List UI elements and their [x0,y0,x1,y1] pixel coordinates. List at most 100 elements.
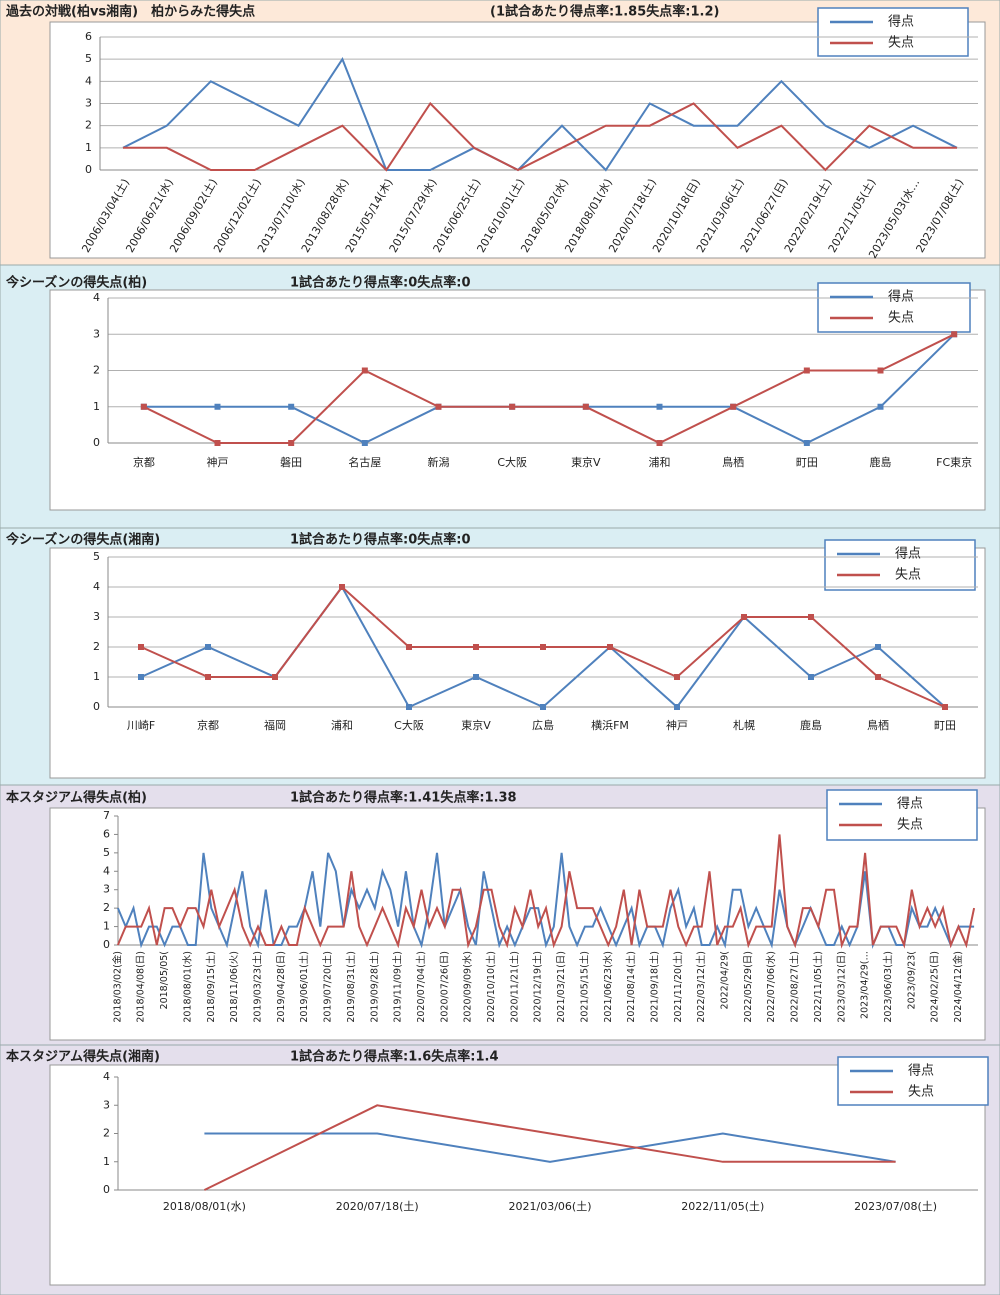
x-tick-label: 2020/07/18(土) [336,1200,419,1213]
x-tick-label: 2018/04/08(日) [136,951,147,1023]
x-tick-label: 2022/11/05(土) [812,951,824,1023]
series-line [123,101,957,172]
legend-label: 得点 [897,796,923,812]
x-tick-label: 2018/11/06(火) [229,951,240,1023]
x-tick-label: 2022/05/29(日) [743,951,754,1023]
chart-title: 本スタジアム得失点(湘南) [6,1049,160,1065]
x-tick-label: 京都 [133,455,155,469]
point-marker [361,367,368,374]
point-marker [138,674,144,680]
legend-label: 得点 [895,546,921,562]
point-marker [951,331,958,338]
y-tick-label: 4 [103,864,110,877]
x-tick-label: 川崎F [127,718,155,732]
legend-label: 失点 [895,568,921,583]
point-marker [808,614,814,620]
point-marker [272,674,278,680]
x-tick-label: 2018/08/01(水) [163,1200,246,1213]
x-tick-label: 2019/04/28(日) [276,951,287,1023]
point-marker [339,584,345,590]
x-tick-label: 2023/07/08(土) [854,1200,937,1213]
chart-title: 今シーズンの得失点(湘南) [5,532,160,548]
y-tick-label: 5 [85,52,92,65]
chart-frame [49,21,986,259]
y-tick-label: 3 [93,610,100,623]
x-tick-label: 東京V [461,718,491,732]
x-tick-label: 広島 [532,718,554,732]
x-tick-label: C大阪 [497,455,527,469]
x-tick-label: 鹿島 [870,455,892,469]
point-marker [741,614,747,620]
x-tick-label: 2020/07/26(日) [439,951,450,1023]
point-marker [473,644,479,650]
x-tick-label: 2022/03/12(土) [695,951,707,1023]
y-tick-label: 0 [85,163,92,176]
point-marker [509,403,516,410]
y-tick-label: 1 [103,920,110,933]
chart-title: 本スタジアム得失点(柏) [6,790,147,806]
series-line [122,57,958,172]
x-tick-label: 浦和 [331,719,353,732]
x-tick-label: 2023/06/03(土) [882,951,894,1023]
point-marker [214,440,221,446]
x-tick-label: C大阪 [394,718,424,732]
chart-frame [49,807,986,1041]
point-marker [730,403,737,410]
x-tick-label: 2020/09/09(水) [462,951,474,1023]
series-line [116,834,976,949]
x-tick-label: 2023/09/23( [906,951,917,1009]
y-tick-label: 3 [103,1098,110,1111]
y-tick-label: 4 [103,1070,110,1083]
x-tick-label: 福岡 [264,718,286,732]
x-tick-label: 名古屋 [348,455,381,469]
x-tick-label: 2023/03/12(日) [836,951,847,1023]
point-marker [406,704,412,710]
y-tick-label: 1 [93,400,100,413]
point-marker [540,644,546,650]
legend-label: 失点 [888,311,914,326]
y-tick-label: 3 [85,97,92,110]
point-marker [288,403,295,410]
y-tick-label: 0 [93,436,100,449]
point-marker [803,440,810,446]
y-tick-label: 2 [103,901,110,914]
x-tick-label: 2020/10/10(土) [485,951,497,1023]
x-tick-label: 2022/11/05(土) [681,1200,764,1213]
point-marker [674,674,680,680]
chart-title: 過去の対戦(柏vs湘南) 柏からみた得失点 [5,4,255,20]
x-tick-label: FC東京 [936,455,972,469]
y-tick-label: 4 [85,74,92,87]
x-tick-label: 2020/07/04(土) [415,951,427,1023]
x-tick-label: 2021/06/23(水) [602,951,614,1023]
chart-subtitle: 1試合あたり得点率:1.6失点率:1.4 [290,1049,499,1065]
point-marker [205,674,211,680]
y-tick-label: 4 [93,580,100,593]
point-marker [607,644,613,650]
point-marker [582,403,589,410]
series-line [116,852,975,949]
x-tick-label: 2020/11/21(土) [508,951,520,1023]
series-line [143,333,955,445]
y-tick-label: 5 [103,846,110,859]
point-marker [877,367,884,374]
x-tick-label: 2018/08/01(水) [181,951,193,1023]
y-tick-label: 2 [93,364,100,377]
y-tick-label: 7 [103,809,110,822]
chart-subtitle: 1試合あたり得点率:0失点率:0 [290,532,471,548]
x-tick-label: 2024/04/12(金) [952,951,964,1023]
legend-label: 得点 [888,14,914,30]
x-tick-label: 横浜FM [591,718,629,732]
point-marker [875,674,881,680]
x-tick-label: 2023/04/29(… [860,951,871,1019]
x-tick-label: 鳥栖 [722,455,744,469]
y-tick-label: 3 [93,327,100,340]
chart-title: 今シーズンの得失点(柏) [5,275,147,291]
x-tick-label: 浦和 [649,456,671,469]
x-tick-label: 2022/04/29( [720,951,731,1009]
x-tick-label: 2018/03/02(金) [111,951,123,1023]
point-marker [361,440,368,446]
x-tick-label: 2022/07/06(水) [765,951,777,1023]
point-marker [138,644,144,650]
point-marker [875,644,881,650]
point-marker [808,674,814,680]
